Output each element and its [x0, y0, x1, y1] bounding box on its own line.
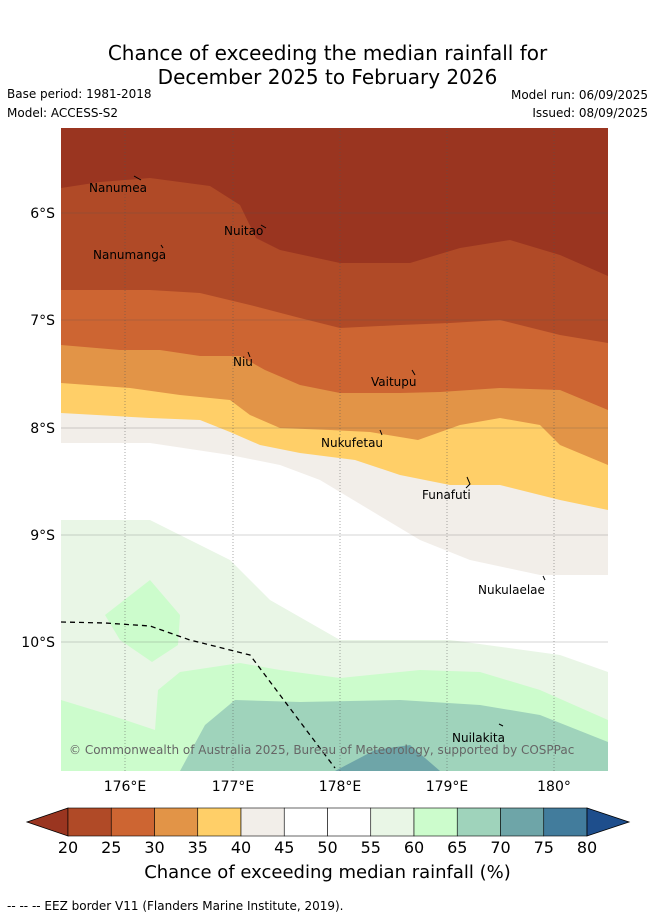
axis-labels: 6°S 7°S 8°S 9°S 10°S 176°E 177°E 178°E 1… [21, 206, 571, 795]
label-funafuti: Funafuti [422, 488, 471, 502]
colorbar-segment [67, 807, 112, 837]
colorbar-tick-label: 55 [361, 838, 381, 857]
contour-60-65-blob [105, 580, 180, 662]
colorbar-segment [370, 807, 415, 837]
ytick-6s: 6°S [30, 206, 55, 222]
colorbar-segment [154, 807, 199, 837]
colorbar-segment [197, 807, 242, 837]
colorbar-segment [543, 807, 588, 837]
colorbar-tick-label: 30 [144, 838, 164, 857]
colorbar-segment [110, 807, 155, 837]
ytick-9s: 9°S [30, 528, 55, 544]
copyright-text: © Commonwealth of Australia 2025, Bureau… [69, 743, 574, 757]
colorbar-segment [283, 807, 328, 837]
xtick-179e: 179°E [426, 779, 469, 795]
label-nukufetau: Nukufetau [321, 436, 383, 450]
label-vaitupu: Vaitupu [371, 375, 417, 389]
colorbar-tick-label: 20 [58, 838, 78, 857]
place-labels: Nanumea Nuitao Nanumanga Niu Vaitupu Nuk… [89, 181, 545, 745]
colorbar-tick-label: 25 [101, 838, 121, 857]
ytick-7s: 7°S [30, 313, 55, 329]
colorbar-segment [240, 807, 285, 837]
xtick-180: 180° [537, 779, 571, 795]
colorbar-tick-label: 70 [490, 838, 510, 857]
colorbar-tick-label: 80 [577, 838, 597, 857]
title-line-2: December 2025 to February 2026 [157, 65, 498, 89]
xtick-176e: 176°E [104, 779, 147, 795]
contour-65-70 [180, 700, 608, 771]
xtick-178e: 178°E [319, 779, 362, 795]
colorbar-segment [327, 807, 372, 837]
colorbar-segment [456, 807, 501, 837]
label-nuitao: Nuitao [224, 224, 263, 238]
colorbar-arrow-low [25, 807, 69, 837]
model-run: Model run: 06/09/2025 [510, 88, 648, 102]
colorbar-title: Chance of exceeding median rainfall (%) [144, 862, 511, 883]
colorbar-tick-label: 40 [231, 838, 251, 857]
ytick-8s: 8°S [30, 421, 55, 437]
colorbar-tick-label: 75 [534, 838, 554, 857]
contour-below-20 [61, 128, 608, 276]
lat-gridlines [61, 212, 608, 643]
eez-border-line [61, 621, 336, 769]
label-nukulaelae: Nukulaelae [478, 583, 545, 597]
colorbar-tick-label: 50 [317, 838, 337, 857]
model-name: Model: ACCESS-S2 [7, 106, 119, 120]
base-period: Base period: 1981-2018 [7, 87, 152, 101]
contour-70-75 [335, 745, 440, 771]
colorbar-tick-label: 35 [188, 838, 208, 857]
colorbar-segment [500, 807, 545, 837]
lon-gridlines [124, 128, 555, 771]
label-nanumanga: Nanumanga [93, 248, 166, 262]
label-nanumea: Nanumea [89, 181, 147, 195]
island-outlines [133, 175, 546, 727]
colorbar-tick-label: 65 [447, 838, 467, 857]
colorbar-tick-label: 60 [404, 838, 424, 857]
title-line-1: Chance of exceeding the median rainfall … [107, 41, 548, 65]
colorbar-segment [413, 807, 458, 837]
colorbar-tick-label: 45 [274, 838, 294, 857]
contour-fills [61, 128, 608, 771]
label-nuilakita: Nuilakita [452, 731, 505, 745]
eez-footnote: -- -- -- EEZ border V11 (Flanders Marine… [7, 899, 344, 913]
issued-date: Issued: 08/09/2025 [532, 106, 648, 120]
xtick-177e: 177°E [212, 779, 255, 795]
ytick-10s: 10°S [21, 635, 55, 651]
colorbar-arrow-high [586, 807, 631, 837]
colorbar: 20 25 30 35 40 45 50 55 60 65 70 75 80 [25, 807, 631, 857]
label-niu: Niu [233, 355, 253, 369]
